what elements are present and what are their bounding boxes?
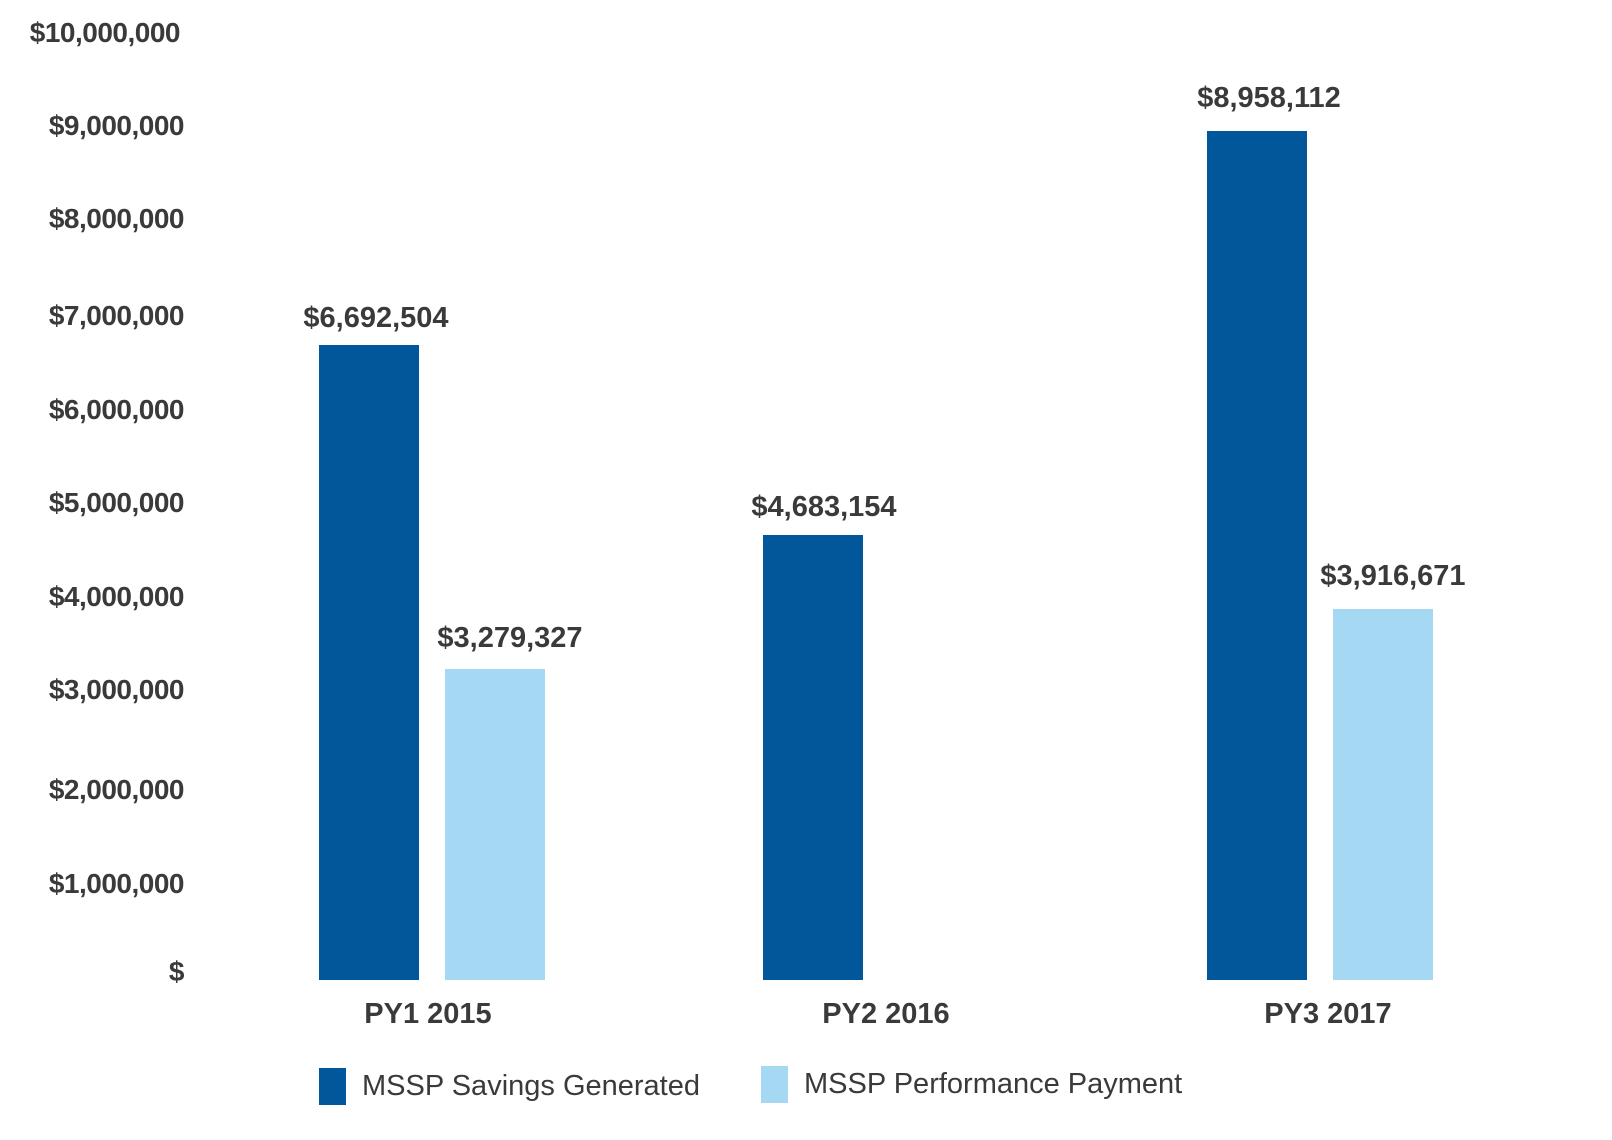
legend-item-savings: MSSP Savings Generated — [319, 1068, 700, 1105]
y-tick-10m: $10,000,000 — [29, 17, 181, 48]
y-tick-9m: $9,000,000 — [48, 110, 185, 141]
y-tick-4m: $4,000,000 — [48, 581, 185, 612]
y-tick-2m: $2,000,000 — [48, 774, 185, 805]
legend-item-payment: MSSP Performance Payment — [761, 1066, 1182, 1103]
value-label-py1-savings: $6,692,504 — [303, 302, 449, 334]
bar-py1-savings — [319, 345, 419, 980]
x-label-py3: PY3 2017 — [1264, 998, 1392, 1030]
y-tick-8m: $8,000,000 — [48, 203, 185, 234]
y-tick-1m: $1,000,000 — [48, 868, 185, 899]
bar-py3-savings — [1207, 131, 1307, 980]
value-label-py3-payment: $3,916,671 — [1320, 560, 1466, 592]
x-label-py1: PY1 2015 — [364, 998, 492, 1030]
y-tick-3m: $3,000,000 — [48, 674, 185, 705]
bar-py3-payment — [1333, 609, 1433, 980]
legend-swatch-savings — [319, 1068, 346, 1105]
y-tick-6m: $6,000,000 — [48, 394, 185, 425]
value-label-py3-savings: $8,958,112 — [1197, 82, 1341, 114]
bar-py2-savings — [763, 535, 863, 980]
y-tick-0: $ — [168, 956, 185, 987]
x-label-py2: PY2 2016 — [822, 998, 950, 1030]
legend-label-payment: MSSP Performance Payment — [804, 1068, 1183, 1100]
value-label-py2-savings: $4,683,154 — [751, 491, 897, 523]
bar-py1-payment — [445, 669, 545, 980]
value-label-py1-payment: $3,279,327 — [437, 622, 583, 654]
legend-swatch-payment — [761, 1066, 788, 1103]
y-tick-5m: $5,000,000 — [48, 487, 185, 518]
legend-label-savings: MSSP Savings Generated — [362, 1070, 700, 1102]
y-tick-7m: $7,000,000 — [48, 300, 185, 331]
